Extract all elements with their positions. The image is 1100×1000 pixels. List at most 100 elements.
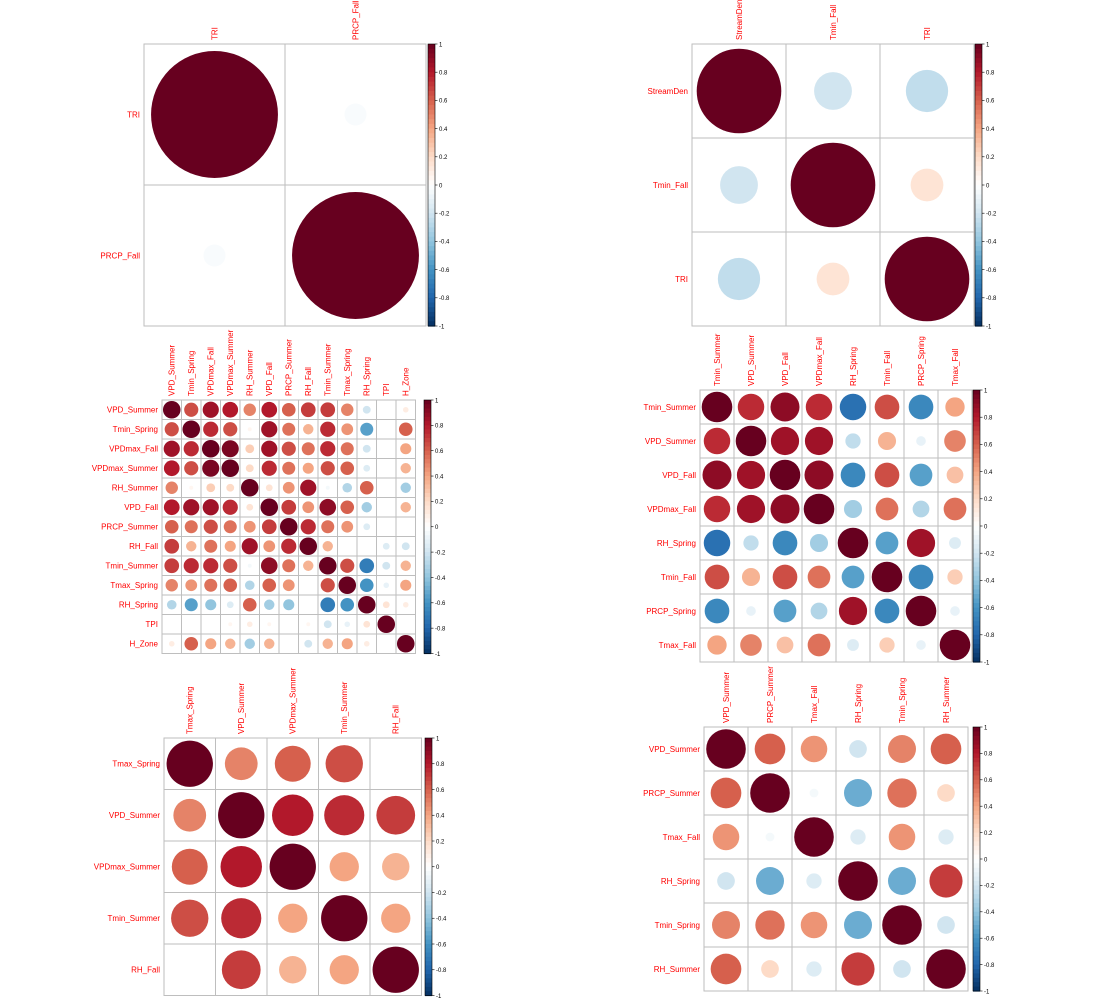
correlation-circle bbox=[382, 601, 390, 609]
colorbar-segment bbox=[428, 166, 435, 172]
colorbar-segment bbox=[425, 866, 432, 872]
colorbar-segment bbox=[975, 279, 982, 285]
correlation-circle bbox=[875, 497, 899, 521]
correlation-circle bbox=[807, 565, 831, 589]
correlation-circle bbox=[166, 599, 177, 610]
colorbar-segment bbox=[973, 476, 980, 482]
column-label: VPD_Fall bbox=[265, 362, 274, 396]
correlation-circle bbox=[340, 558, 355, 573]
colorbar-segment bbox=[428, 208, 435, 214]
row-label: StreamDen bbox=[648, 87, 688, 96]
correlation-circle bbox=[184, 636, 199, 651]
colorbar-segment bbox=[975, 86, 982, 92]
corrplot-panel-4: Tmin_Summer VPD_Summer VPD_Fall VPDmax_Fall… bbox=[644, 333, 995, 666]
colorbar-segment bbox=[973, 960, 980, 966]
correlation-circle bbox=[226, 601, 234, 609]
correlation-circle bbox=[164, 519, 179, 534]
colorbar-segment bbox=[973, 399, 980, 405]
correlation-circle bbox=[806, 961, 822, 977]
colorbar-segment bbox=[973, 530, 980, 536]
colorbar-segment bbox=[973, 498, 980, 504]
colorbar-segment bbox=[975, 58, 982, 64]
correlation-circle bbox=[874, 462, 900, 488]
colorbar-tick-label: 0.6 bbox=[984, 443, 993, 449]
correlation-circle bbox=[710, 777, 742, 809]
correlation-circle bbox=[340, 597, 355, 612]
correlation-circle bbox=[183, 558, 199, 574]
colorbar-segment bbox=[975, 147, 982, 153]
colorbar-segment bbox=[975, 302, 982, 308]
colorbar-segment bbox=[975, 255, 982, 261]
colorbar-segment bbox=[973, 894, 980, 900]
colorbar-segment bbox=[425, 991, 432, 997]
colorbar-tick-label: -0.8 bbox=[436, 968, 447, 974]
colorbar-segment bbox=[425, 883, 432, 889]
colorbar-segment bbox=[425, 819, 432, 825]
colorbar-segment bbox=[975, 123, 982, 130]
colorbar-segment bbox=[975, 203, 982, 210]
colorbar-segment bbox=[425, 755, 432, 761]
correlation-circle bbox=[320, 441, 336, 457]
correlation-circle bbox=[304, 639, 313, 648]
correlation-circle bbox=[189, 485, 194, 490]
correlation-circle bbox=[329, 955, 359, 985]
colorbar-tick-label: -0.8 bbox=[986, 296, 997, 302]
correlation-circle bbox=[949, 537, 961, 549]
correlation-circle bbox=[703, 427, 731, 455]
correlation-circle bbox=[245, 444, 255, 454]
colorbar-segment bbox=[973, 607, 980, 613]
row-label: Tmin_Summer bbox=[106, 562, 159, 571]
column-label: StreamDen bbox=[735, 0, 744, 40]
colorbar-segment bbox=[425, 913, 432, 919]
correlation-circle bbox=[342, 482, 353, 493]
correlation-circle bbox=[755, 910, 785, 940]
colorbar: 1 0.8 0.6 0.4 0.2 0 -0.2 -0.4 -0.6 -0.8 -1 bbox=[972, 388, 995, 666]
correlation-circle bbox=[844, 779, 872, 807]
row-label: VPD_Summer bbox=[107, 406, 158, 415]
correlation-circle bbox=[162, 400, 181, 419]
correlation-circle bbox=[877, 431, 897, 451]
column-label: TRI bbox=[923, 27, 932, 40]
column-label: PRCP_Summer bbox=[285, 339, 294, 396]
colorbar-segment bbox=[975, 105, 982, 111]
row-label: Tmin_Spring bbox=[655, 921, 700, 930]
correlation-circle bbox=[769, 459, 801, 491]
correlation-circle bbox=[400, 463, 411, 474]
correlation-circle bbox=[226, 483, 235, 492]
colorbar-tick-label: 0.6 bbox=[439, 99, 448, 105]
colorbar-segment bbox=[428, 180, 435, 186]
correlation-circle bbox=[712, 823, 740, 851]
colorbar-segment bbox=[424, 471, 431, 477]
correlation-circle bbox=[756, 867, 784, 895]
correlation-circle bbox=[909, 463, 933, 487]
colorbar-segment bbox=[973, 521, 980, 527]
colorbar-tick-label: -0.4 bbox=[984, 579, 995, 585]
colorbar-segment bbox=[428, 236, 435, 242]
colorbar-segment bbox=[973, 898, 980, 904]
colorbar-segment bbox=[973, 841, 980, 847]
correlation-circle bbox=[357, 595, 376, 614]
correlation-circle bbox=[929, 864, 963, 898]
colorbar-segment bbox=[973, 929, 980, 935]
colorbar-segment bbox=[975, 316, 982, 322]
row-label: VPD_Summer bbox=[645, 437, 696, 446]
colorbar-segment bbox=[428, 241, 435, 247]
colorbar-segment bbox=[425, 956, 432, 962]
colorbar-segment bbox=[424, 408, 431, 414]
colorbar-segment bbox=[428, 170, 435, 177]
correlation-circle bbox=[292, 192, 419, 319]
colorbar-segment bbox=[975, 100, 982, 106]
colorbar-segment bbox=[973, 863, 980, 869]
correlation-circle bbox=[244, 580, 255, 591]
colorbar-segment bbox=[428, 288, 435, 294]
correlation-circle bbox=[321, 895, 368, 942]
correlation-circle bbox=[804, 426, 834, 456]
colorbar-segment bbox=[428, 138, 435, 144]
colorbar-segment bbox=[973, 566, 980, 572]
colorbar-segment bbox=[428, 250, 435, 257]
colorbar-tick-label: -0.6 bbox=[436, 942, 447, 948]
row-label: RH_Summer bbox=[112, 484, 159, 493]
correlation-circle bbox=[224, 747, 258, 781]
colorbar-segment bbox=[975, 236, 982, 242]
